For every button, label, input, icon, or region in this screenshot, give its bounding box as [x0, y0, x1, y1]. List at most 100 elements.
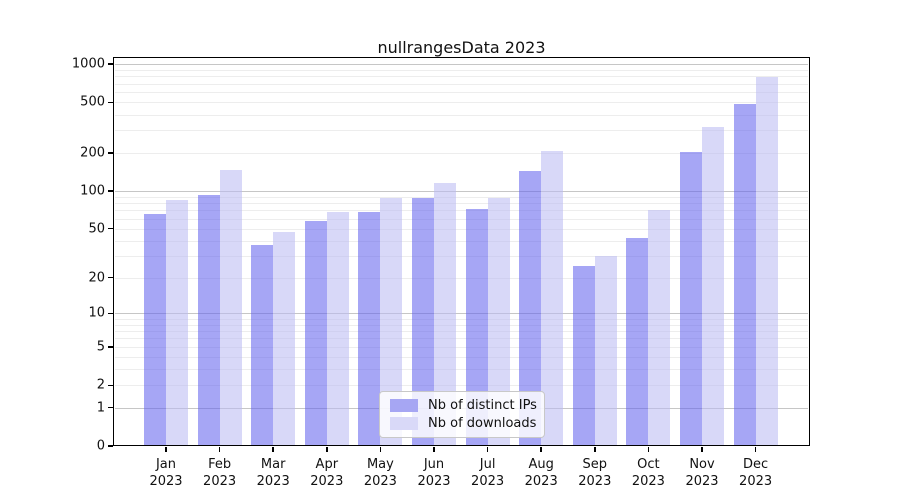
y-tick-mark-10	[108, 312, 113, 315]
legend-item-distinct-ips: Nb of distinct IPs	[390, 398, 537, 413]
y-tick-mark-50	[108, 227, 113, 230]
bar-downloads-jan	[166, 200, 188, 446]
gridline-1000	[115, 64, 808, 65]
gridline-800	[115, 76, 808, 78]
gridline-3	[115, 369, 808, 371]
x-tick-label-nov: Nov 2023	[685, 457, 719, 489]
gridline-200	[115, 152, 808, 154]
x-tick-mark-jul	[486, 447, 489, 452]
gridline-6	[115, 338, 808, 340]
x-tick-mark-may	[379, 447, 382, 452]
x-tick-mark-oct	[647, 447, 650, 452]
gridline-2	[115, 385, 808, 387]
gridline-5	[115, 346, 808, 348]
bar-downloads-nov	[702, 126, 724, 446]
gridline-400	[115, 114, 808, 116]
bar-downloads-jul	[487, 197, 510, 446]
legend-swatch-downloads-icon	[390, 417, 418, 430]
gridline-100	[115, 190, 808, 192]
y-tick-label-500: 500	[80, 94, 105, 110]
gridline-30	[115, 256, 808, 258]
gridline-60	[115, 218, 808, 220]
y-tick-label-20: 20	[88, 270, 105, 286]
y-tick-mark-100	[108, 190, 113, 192]
bar-downloads-oct	[648, 210, 671, 446]
bar-downloads-jun	[434, 182, 456, 446]
legend-item-downloads: Nb of downloads	[390, 416, 536, 431]
gridline-70	[115, 210, 808, 212]
gridline-10	[115, 313, 808, 315]
gridline-500	[115, 102, 808, 104]
gridline-8	[115, 324, 808, 326]
bar-downloads-aug	[541, 150, 564, 446]
x-tick-label-feb: Feb 2023	[203, 457, 237, 489]
x-tick-label-jan: Jan 2023	[149, 457, 183, 489]
gridline-9	[115, 318, 808, 320]
y-tick-label-2: 2	[96, 377, 105, 393]
x-tick-mark-apr	[326, 447, 328, 452]
y-tick-label-100: 100	[80, 183, 105, 199]
x-tick-label-sep: Sep 2023	[578, 457, 612, 489]
x-tick-mark-aug	[540, 447, 542, 452]
bar-ips-feb	[197, 194, 220, 446]
bar-ips-dec	[733, 104, 756, 446]
plot-frame	[113, 57, 810, 446]
bar-ips-jul	[465, 208, 488, 446]
x-tick-mark-dec	[754, 447, 757, 452]
gridline-90	[115, 196, 808, 198]
y-tick-label-1000: 1000	[71, 56, 105, 72]
y-tick-mark-0	[108, 445, 113, 447]
gridline-300	[115, 130, 808, 132]
y-tick-mark-20	[108, 276, 113, 279]
gridline-4	[115, 357, 808, 358]
y-tick-mark-500	[108, 101, 113, 104]
bar-ips-aug	[519, 170, 542, 446]
x-tick-label-mar: Mar 2023	[256, 457, 290, 489]
bar-ips-oct	[626, 238, 649, 446]
x-tick-label-jul: Jul 2023	[471, 457, 505, 489]
x-tick-label-dec: Dec 2023	[739, 457, 773, 489]
x-tick-label-aug: Aug 2023	[524, 457, 558, 489]
bar-downloads-feb	[219, 170, 242, 446]
y-tick-mark-200	[108, 152, 113, 154]
y-tick-mark-5	[108, 346, 113, 348]
gridline-7	[115, 331, 808, 333]
gridline-80	[115, 203, 808, 205]
bar-downloads-may	[380, 197, 403, 446]
y-tick-label-5: 5	[96, 339, 105, 355]
x-tick-mark-feb	[218, 447, 221, 452]
gridline-700	[115, 83, 808, 85]
legend: Nb of distinct IPs Nb of downloads	[379, 391, 545, 438]
bar-downloads-apr	[326, 211, 349, 446]
gridline-40	[115, 240, 808, 242]
x-tick-mark-jun	[433, 447, 435, 452]
x-tick-mark-mar	[272, 447, 274, 452]
x-tick-label-apr: Apr 2023	[310, 457, 344, 489]
bar-ips-nov	[680, 151, 702, 446]
y-tick-label-200: 200	[80, 145, 105, 161]
bar-ips-jun	[412, 198, 434, 446]
bar-ips-mar	[251, 244, 274, 446]
x-tick-label-jun: Jun 2023	[417, 457, 451, 489]
gridline-20	[115, 277, 808, 279]
bar-ips-apr	[304, 221, 327, 446]
x-tick-label-may: May 2023	[363, 457, 397, 489]
x-tick-mark-jan	[165, 447, 167, 452]
bar-downloads-dec	[755, 76, 778, 446]
chart-title: nullrangesData 2023	[377, 38, 546, 57]
legend-swatch-ips-icon	[390, 399, 418, 412]
y-tick-mark-1	[108, 406, 113, 409]
y-tick-label-1: 1	[96, 400, 105, 416]
y-tick-label-0: 0	[96, 438, 105, 454]
bar-ips-may	[358, 211, 381, 446]
bar-ips-sep	[572, 265, 595, 446]
gridline-600	[115, 92, 808, 94]
legend-label-ips: Nb of distinct IPs	[428, 398, 537, 413]
legend-label-downloads: Nb of downloads	[428, 416, 537, 431]
gridline-900	[115, 69, 808, 71]
bar-downloads-sep	[594, 256, 617, 446]
gridline-50	[115, 228, 808, 230]
x-tick-mark-nov	[701, 447, 703, 452]
y-tick-label-50: 50	[88, 221, 105, 237]
